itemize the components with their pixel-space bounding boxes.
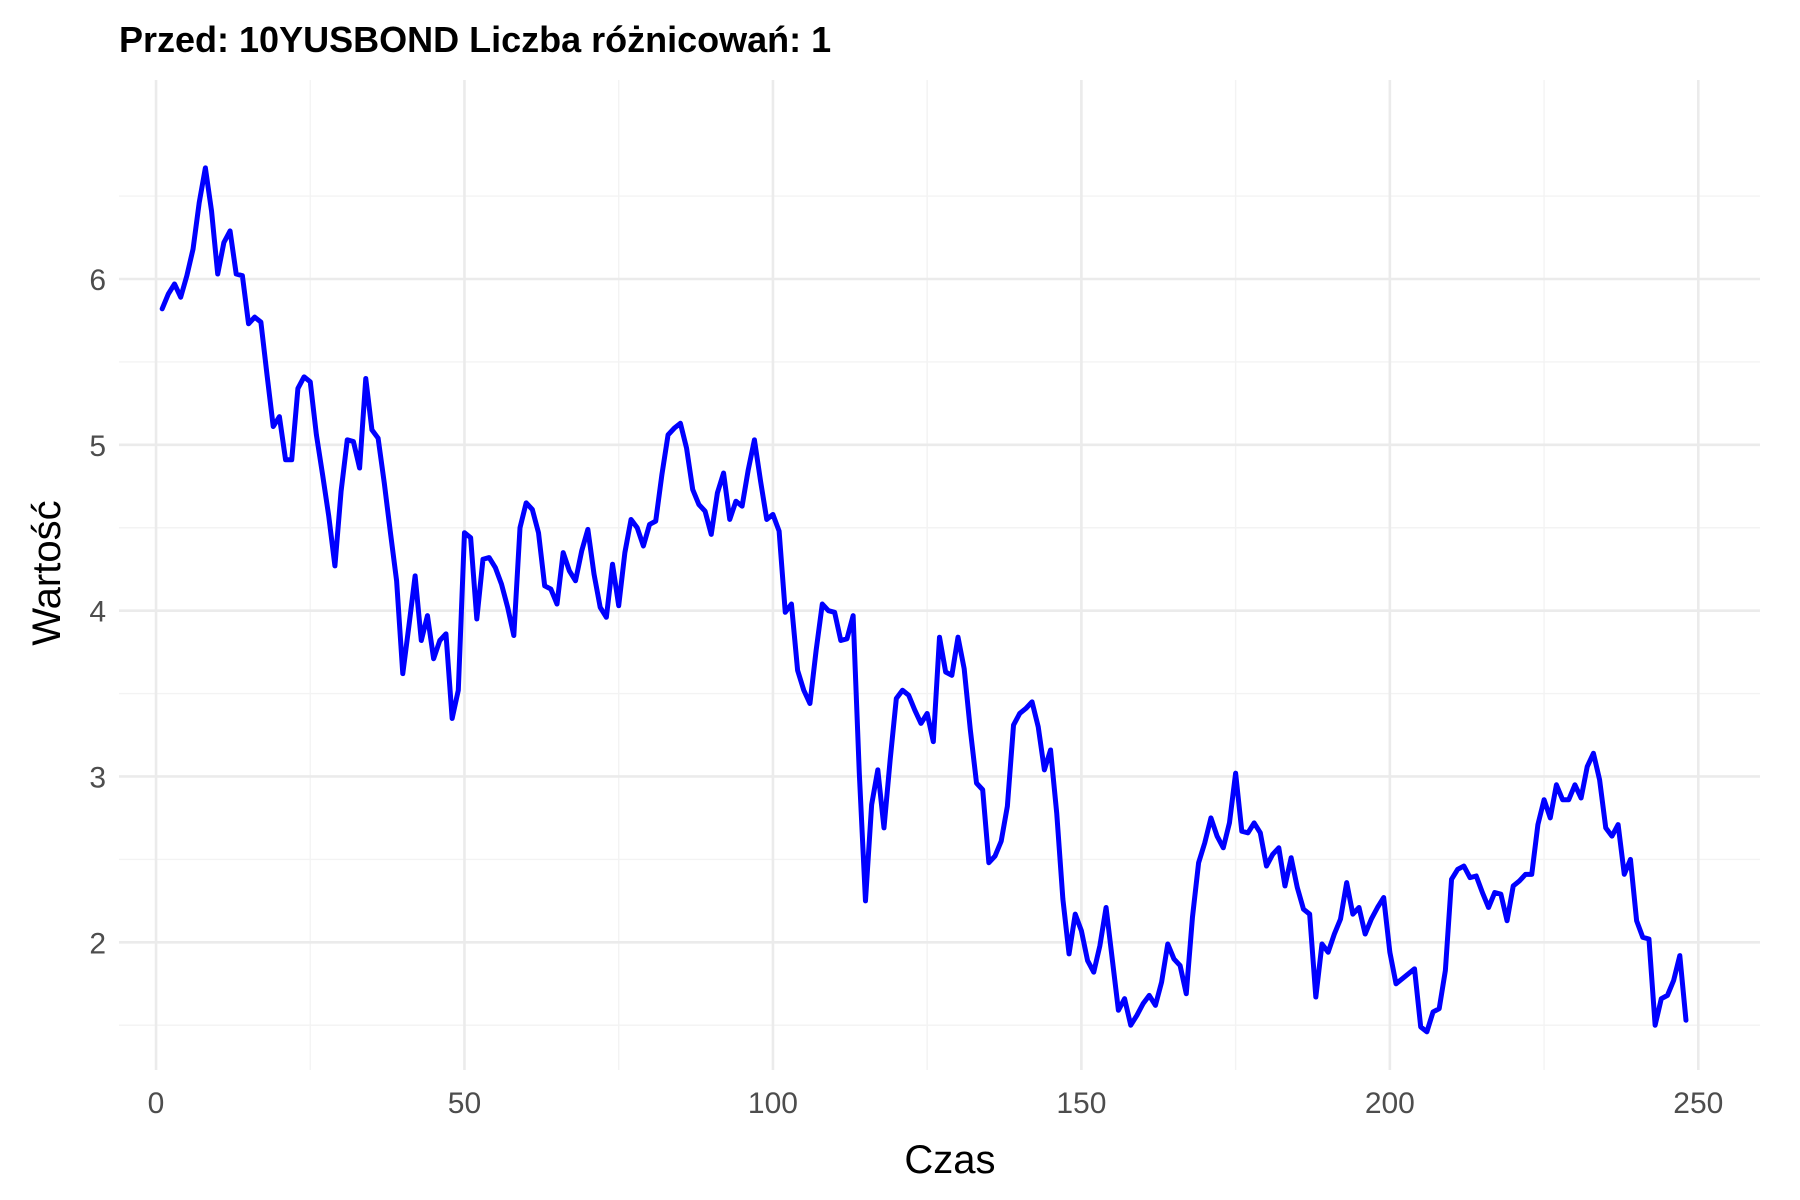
y-tick-label: 4: [89, 596, 106, 629]
chart-title: Przed: 10YUSBOND Liczba różnicowań: 1: [119, 19, 831, 60]
y-tick-label: 3: [89, 761, 106, 794]
y-tick-label: 6: [89, 264, 106, 297]
grid: [119, 80, 1760, 1070]
y-axis-tick-labels: 2 3 4 5 6: [89, 264, 106, 960]
x-tick-label: 200: [1365, 1087, 1415, 1120]
y-axis-title: Wartość: [25, 500, 69, 645]
x-tick-label: 0: [148, 1087, 165, 1120]
series-layer: [159, 165, 1689, 1035]
x-tick-label: 150: [1056, 1087, 1106, 1120]
x-tick-label: 250: [1673, 1087, 1723, 1120]
x-tick-label: 50: [448, 1087, 481, 1120]
x-axis-tick-labels: 0 50 100 150 200 250: [148, 1087, 1724, 1120]
x-tick-label: 100: [748, 1087, 798, 1120]
y-tick-label: 5: [89, 430, 106, 463]
y-tick-label: 2: [89, 927, 106, 960]
x-axis-title: Czas: [904, 1138, 995, 1182]
series-line-0: [159, 165, 1689, 1035]
